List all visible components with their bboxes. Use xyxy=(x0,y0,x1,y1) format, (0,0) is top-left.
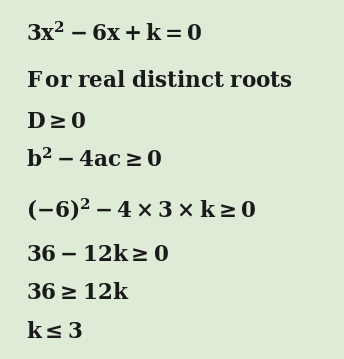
Text: $\mathbf{36 - 12k \geq 0}$: $\mathbf{36 - 12k \geq 0}$ xyxy=(26,244,169,266)
Text: $\mathbf{36 \geq 12k}$: $\mathbf{36 \geq 12k}$ xyxy=(26,282,129,304)
Text: $\mathbf{F\,or\ real\ distinct\ roots}$: $\mathbf{F\,or\ real\ distinct\ roots}$ xyxy=(26,70,293,92)
Text: $\mathbf{b^2 - 4ac \geq 0}$: $\mathbf{b^2 - 4ac \geq 0}$ xyxy=(26,148,162,172)
Text: $\mathbf{(-6)^2 - 4 \times 3 \times k \geq 0}$: $\mathbf{(-6)^2 - 4 \times 3 \times k \g… xyxy=(26,197,256,223)
Text: $\mathbf{D \geq 0}$: $\mathbf{D \geq 0}$ xyxy=(26,111,86,133)
Text: $\mathbf{3x^2 - 6x + k = 0}$: $\mathbf{3x^2 - 6x + k = 0}$ xyxy=(26,22,202,46)
Text: $\mathbf{k \leq 3}$: $\mathbf{k \leq 3}$ xyxy=(26,321,82,343)
